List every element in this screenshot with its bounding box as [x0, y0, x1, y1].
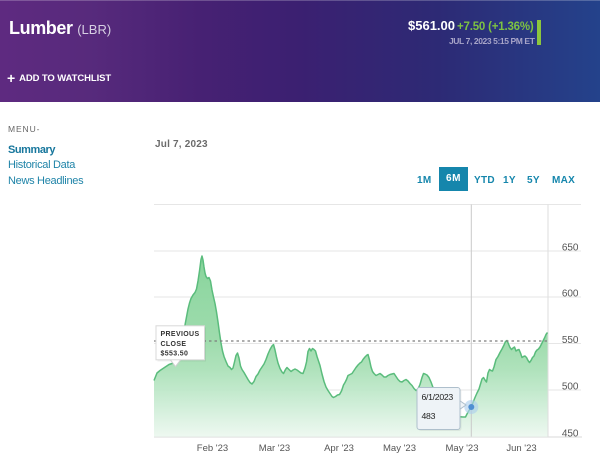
svg-text:May '23: May '23 [383, 443, 416, 454]
svg-text:CLOSE: CLOSE [161, 341, 187, 348]
svg-text:500: 500 [562, 382, 579, 393]
svg-text:PREVIOUS: PREVIOUS [161, 331, 200, 338]
svg-text:May '23: May '23 [446, 443, 479, 454]
svg-text:Jun '23: Jun '23 [506, 443, 536, 454]
svg-text:Feb '23: Feb '23 [197, 443, 228, 454]
svg-text:600: 600 [562, 289, 579, 300]
svg-text:$553.50: $553.50 [161, 351, 189, 358]
svg-text:650: 650 [562, 242, 579, 253]
svg-text:Mar '23: Mar '23 [259, 443, 290, 454]
svg-text:550: 550 [562, 335, 579, 346]
svg-text:6/1/2023: 6/1/2023 [422, 392, 454, 402]
svg-text:450: 450 [562, 428, 579, 439]
svg-text:Apr '23: Apr '23 [324, 443, 354, 454]
svg-text:483: 483 [422, 411, 436, 421]
